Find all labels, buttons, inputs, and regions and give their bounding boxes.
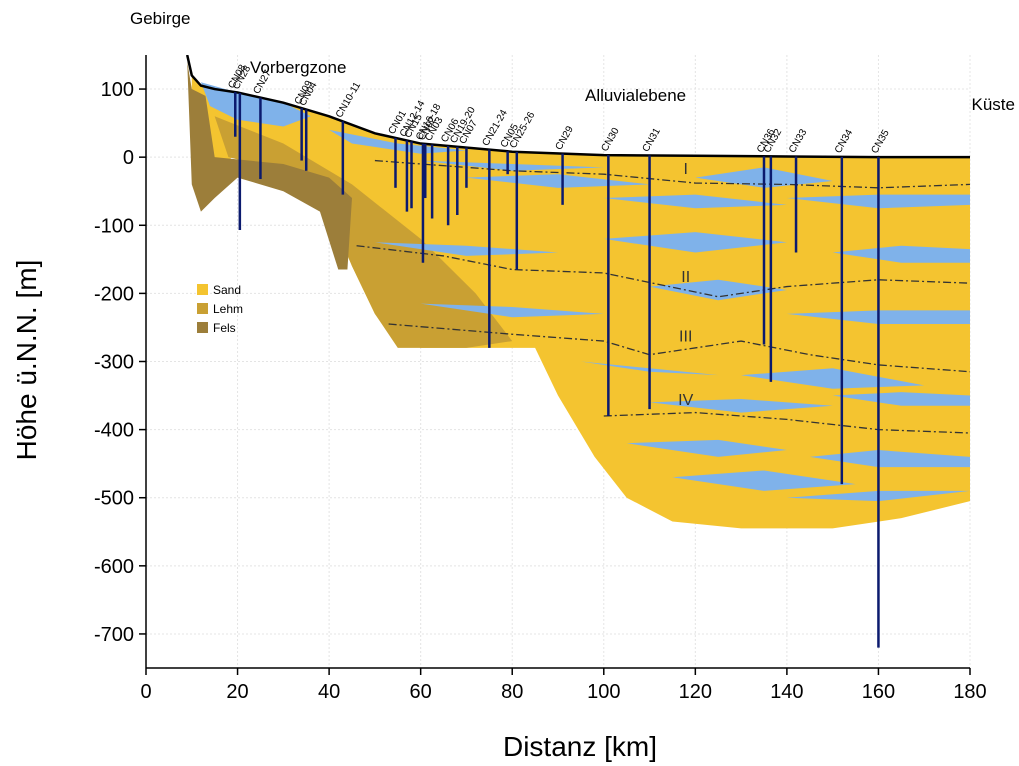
horizon-label: I	[683, 161, 687, 178]
surface-line	[185, 55, 970, 159]
clay-lens	[466, 174, 650, 188]
y-tick-label: -600	[94, 556, 134, 578]
x-tick-label: 20	[226, 681, 248, 703]
clay-lens	[200, 82, 311, 127]
clay-lens	[374, 242, 558, 256]
horizon-label: III	[679, 328, 692, 345]
y-tick-label: -200	[94, 283, 134, 305]
y-axis-label: Höhe ü.N.N. [m]	[11, 260, 42, 461]
annotation: Gebirge	[130, 9, 190, 28]
legend-swatch	[197, 284, 208, 295]
legend-swatch	[197, 322, 208, 333]
legend-swatch	[197, 303, 208, 314]
x-tick-label: 0	[140, 681, 151, 703]
y-tick-label: -300	[94, 352, 134, 374]
plot-area	[185, 55, 970, 529]
legend-label: Fels	[213, 321, 236, 335]
horizon-label: IV	[678, 392, 693, 409]
borehole-label: CN10-11	[334, 80, 363, 120]
borehole-label: CN31	[641, 126, 664, 154]
y-tick-label: -100	[94, 215, 134, 237]
x-tick-label: 80	[501, 681, 523, 703]
horizon-label: II	[681, 269, 690, 286]
x-tick-label: 140	[770, 681, 803, 703]
layer	[187, 61, 352, 270]
y-tick-label: 100	[101, 79, 134, 101]
legend-label: Lehm	[213, 302, 243, 316]
clay-lens	[832, 245, 970, 263]
x-tick-label: 180	[953, 681, 986, 703]
x-tick-label: 100	[587, 681, 620, 703]
horizon-line	[603, 411, 970, 434]
clay-lens	[626, 439, 787, 457]
borehole-label: CN33	[787, 127, 810, 155]
layer	[191, 75, 970, 529]
borehole-label: CN34	[833, 127, 856, 155]
x-tick-label: 60	[410, 681, 432, 703]
clay-lens	[420, 303, 604, 318]
borehole-label: CN35	[870, 128, 893, 156]
borehole-label: CN30	[599, 126, 622, 154]
horizon-line	[388, 323, 970, 373]
clay-lens	[649, 279, 787, 301]
y-tick-label: -500	[94, 488, 134, 510]
borehole-label: CN29	[554, 124, 577, 152]
clay-lens	[809, 450, 970, 468]
legend-label: Sand	[213, 283, 241, 297]
horizon-line	[356, 245, 970, 298]
clay-lens	[649, 398, 833, 413]
x-tick-label: 40	[318, 681, 340, 703]
x-tick-label: 120	[679, 681, 712, 703]
clay-lens	[672, 470, 856, 491]
y-tick-label: 0	[123, 147, 134, 169]
x-tick-label: 160	[862, 681, 895, 703]
clay-lens	[832, 392, 970, 406]
x-axis-label: Distanz [km]	[503, 731, 657, 762]
annotation: Küste	[972, 95, 1015, 114]
annotation: Alluvialebene	[585, 86, 686, 105]
annotation: Vorbergzone	[250, 58, 346, 77]
y-tick-label: -400	[94, 420, 134, 442]
y-tick-label: -700	[94, 624, 134, 646]
